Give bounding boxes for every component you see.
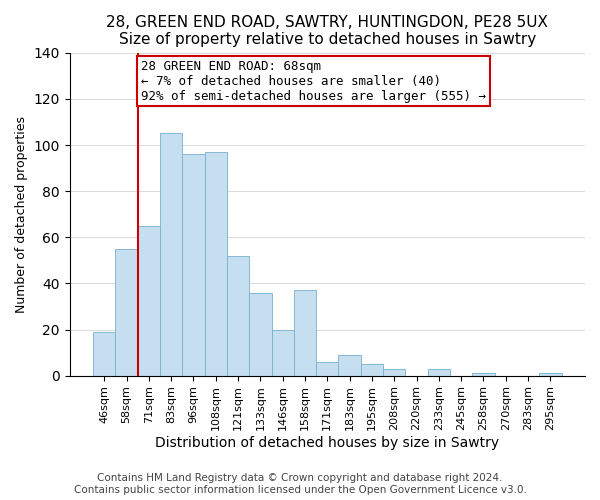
Bar <box>93 332 115 376</box>
Y-axis label: Number of detached properties: Number of detached properties <box>15 116 28 312</box>
X-axis label: Distribution of detached houses by size in Sawtry: Distribution of detached houses by size … <box>155 436 499 450</box>
Bar <box>272 330 294 376</box>
Bar <box>316 362 338 376</box>
Title: 28, GREEN END ROAD, SAWTRY, HUNTINGDON, PE28 5UX
Size of property relative to de: 28, GREEN END ROAD, SAWTRY, HUNTINGDON, … <box>106 15 548 48</box>
Text: 28 GREEN END ROAD: 68sqm
← 7% of detached houses are smaller (40)
92% of semi-de: 28 GREEN END ROAD: 68sqm ← 7% of detache… <box>141 60 486 102</box>
Bar <box>160 134 182 376</box>
Bar <box>227 256 249 376</box>
Bar <box>539 374 562 376</box>
Bar <box>294 290 316 376</box>
Bar <box>115 249 137 376</box>
Bar <box>338 355 361 376</box>
Bar <box>205 152 227 376</box>
Bar <box>472 374 494 376</box>
Text: Contains HM Land Registry data © Crown copyright and database right 2024.
Contai: Contains HM Land Registry data © Crown c… <box>74 474 526 495</box>
Bar <box>428 369 450 376</box>
Bar <box>383 369 406 376</box>
Bar <box>137 226 160 376</box>
Bar <box>361 364 383 376</box>
Bar <box>249 292 272 376</box>
Bar <box>182 154 205 376</box>
